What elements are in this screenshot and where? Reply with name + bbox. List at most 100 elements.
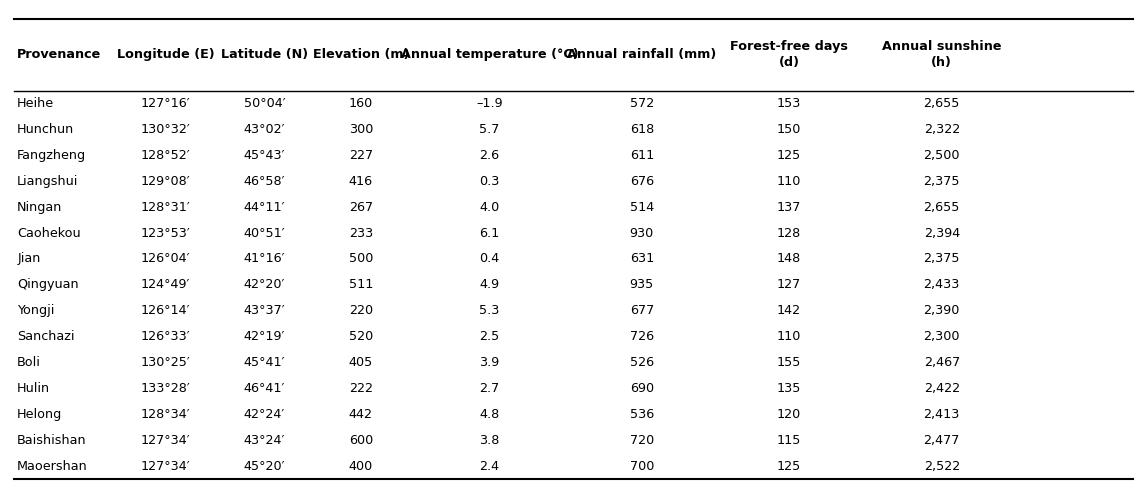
Text: 2,522: 2,522 (923, 460, 960, 473)
Text: 2,655: 2,655 (923, 201, 960, 214)
Text: 526: 526 (630, 356, 654, 369)
Text: 127: 127 (777, 278, 801, 291)
Text: 135: 135 (777, 382, 802, 395)
Text: 400: 400 (349, 460, 373, 473)
Text: 42°19′: 42°19′ (244, 330, 286, 343)
Text: 126°14′: 126°14′ (141, 304, 190, 318)
Text: 2,322: 2,322 (923, 123, 960, 136)
Text: 4.0: 4.0 (479, 201, 500, 214)
Text: 676: 676 (630, 175, 654, 188)
Text: –1.9: –1.9 (476, 97, 502, 110)
Text: 110: 110 (777, 330, 802, 343)
Text: 631: 631 (630, 253, 654, 266)
Text: 536: 536 (630, 408, 654, 421)
Text: 125: 125 (777, 149, 801, 162)
Text: Hunchun: Hunchun (17, 123, 75, 136)
Text: Sanchazi: Sanchazi (17, 330, 75, 343)
Text: 720: 720 (630, 434, 654, 447)
Text: 148: 148 (777, 253, 801, 266)
Text: 45°41′: 45°41′ (244, 356, 286, 369)
Text: Yongji: Yongji (17, 304, 55, 318)
Text: Fangzheng: Fangzheng (17, 149, 86, 162)
Text: 130°25′: 130°25′ (141, 356, 190, 369)
Text: 227: 227 (349, 149, 373, 162)
Text: 43°24′: 43°24′ (244, 434, 286, 447)
Text: 46°41′: 46°41′ (244, 382, 286, 395)
Text: 0.3: 0.3 (479, 175, 500, 188)
Text: Boli: Boli (17, 356, 41, 369)
Text: Qingyuan: Qingyuan (17, 278, 79, 291)
Text: 511: 511 (349, 278, 373, 291)
Text: 123°53′: 123°53′ (141, 227, 190, 240)
Text: 137: 137 (777, 201, 802, 214)
Text: 125: 125 (777, 460, 801, 473)
Text: 50°04′: 50°04′ (243, 97, 286, 110)
Text: 127°34′: 127°34′ (141, 434, 190, 447)
Text: 4.8: 4.8 (479, 408, 500, 421)
Text: 126°33′: 126°33′ (141, 330, 190, 343)
Text: 726: 726 (630, 330, 654, 343)
Text: 128°34′: 128°34′ (141, 408, 190, 421)
Text: Maoershan: Maoershan (17, 460, 88, 473)
Text: 2.4: 2.4 (479, 460, 500, 473)
Text: 2.6: 2.6 (479, 149, 500, 162)
Text: Longitude (E): Longitude (E) (117, 48, 214, 61)
Text: 2.7: 2.7 (479, 382, 500, 395)
Text: 115: 115 (777, 434, 802, 447)
Text: Baishishan: Baishishan (17, 434, 87, 447)
Text: 690: 690 (630, 382, 654, 395)
Text: Forest-free days
(d): Forest-free days (d) (729, 41, 848, 70)
Text: 110: 110 (777, 175, 802, 188)
Text: 514: 514 (630, 201, 654, 214)
Text: 500: 500 (349, 253, 373, 266)
Text: 520: 520 (349, 330, 373, 343)
Text: Annual sunshine
(h): Annual sunshine (h) (882, 41, 1001, 70)
Text: 600: 600 (349, 434, 373, 447)
Text: 2.5: 2.5 (479, 330, 500, 343)
Text: 130°32′: 130°32′ (141, 123, 190, 136)
Text: 2,500: 2,500 (923, 149, 960, 162)
Text: 2,477: 2,477 (923, 434, 960, 447)
Text: 128°31′: 128°31′ (141, 201, 190, 214)
Text: 5.3: 5.3 (479, 304, 500, 318)
Text: 5.7: 5.7 (479, 123, 500, 136)
Text: 2,390: 2,390 (923, 304, 960, 318)
Text: 611: 611 (630, 149, 654, 162)
Text: 220: 220 (349, 304, 373, 318)
Text: 124°49′: 124°49′ (141, 278, 190, 291)
Text: Latitude (N): Latitude (N) (221, 48, 309, 61)
Text: Elevation (m): Elevation (m) (313, 48, 409, 61)
Text: 133°28′: 133°28′ (141, 382, 190, 395)
Text: 44°11′: 44°11′ (244, 201, 286, 214)
Text: Heihe: Heihe (17, 97, 54, 110)
Text: Ningan: Ningan (17, 201, 63, 214)
Text: 42°24′: 42°24′ (244, 408, 286, 421)
Text: 41°16′: 41°16′ (244, 253, 286, 266)
Text: 2,655: 2,655 (923, 97, 960, 110)
Text: Provenance: Provenance (17, 48, 101, 61)
Text: 45°20′: 45°20′ (244, 460, 286, 473)
Text: 935: 935 (630, 278, 654, 291)
Text: 46°58′: 46°58′ (244, 175, 286, 188)
Text: 2,422: 2,422 (923, 382, 960, 395)
Text: 2,375: 2,375 (923, 175, 960, 188)
Text: 700: 700 (630, 460, 654, 473)
Text: 126°04′: 126°04′ (141, 253, 190, 266)
Text: 120: 120 (777, 408, 801, 421)
Text: 40°51′: 40°51′ (243, 227, 286, 240)
Text: 150: 150 (777, 123, 802, 136)
Text: 618: 618 (630, 123, 654, 136)
Text: 129°08′: 129°08′ (141, 175, 190, 188)
Text: Caohekou: Caohekou (17, 227, 80, 240)
Text: 233: 233 (349, 227, 373, 240)
Text: 6.1: 6.1 (479, 227, 500, 240)
Text: 442: 442 (349, 408, 373, 421)
Text: Annual temperature (°C): Annual temperature (°C) (400, 48, 578, 61)
Text: 127°16′: 127°16′ (141, 97, 190, 110)
Text: 2,300: 2,300 (923, 330, 960, 343)
Text: 2,467: 2,467 (923, 356, 960, 369)
Text: 142: 142 (777, 304, 801, 318)
Text: Liangshui: Liangshui (17, 175, 79, 188)
Text: Jian: Jian (17, 253, 40, 266)
Text: 300: 300 (349, 123, 373, 136)
